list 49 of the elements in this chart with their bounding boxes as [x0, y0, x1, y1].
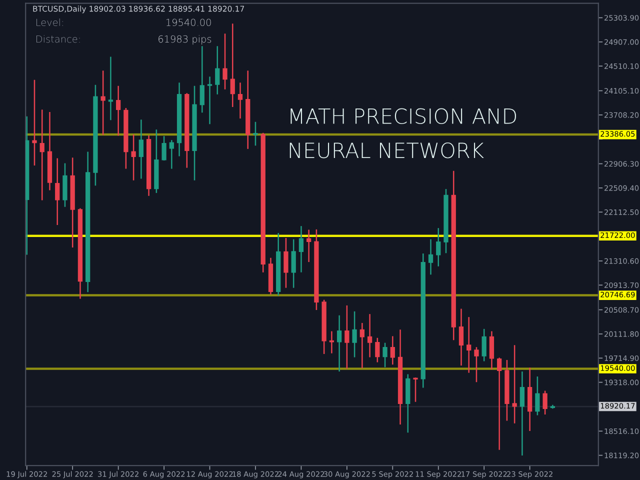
candlestick	[344, 305, 350, 369]
candlestick	[55, 158, 60, 225]
candlestick	[413, 378, 418, 402]
candlestick	[360, 322, 364, 368]
candlestick	[367, 314, 372, 358]
candlestick	[520, 372, 525, 456]
candlestick	[458, 308, 464, 366]
candlestick	[512, 345, 517, 424]
candlestick	[238, 82, 243, 119]
candlestick	[32, 80, 37, 166]
candlestick	[138, 120, 144, 179]
candlestick	[527, 368, 532, 432]
annotation: NEURAL NETWORK	[290, 142, 484, 158]
annotation: Distance:	[36, 35, 80, 43]
candlestick	[116, 86, 121, 136]
candlestick	[215, 46, 220, 94]
candlestick	[436, 228, 441, 266]
candlestick	[169, 140, 174, 169]
candlestick	[253, 122, 258, 146]
candlestick	[162, 136, 166, 160]
candlestick	[298, 226, 304, 272]
candlestick	[489, 331, 494, 370]
candlestick	[200, 46, 204, 113]
candlestick	[535, 376, 540, 416]
candlestick	[474, 347, 479, 382]
candlestick	[390, 336, 395, 365]
candlestick	[284, 238, 288, 288]
candlestick	[291, 239, 296, 288]
annotation: 61983 pips	[158, 35, 212, 45]
annotation: 19540.00	[166, 18, 211, 26]
candlestick	[40, 110, 44, 200]
candlestick	[482, 328, 486, 362]
annotation: MATH PRECISION AND	[290, 108, 516, 124]
candlestick	[306, 230, 312, 262]
candlestick	[382, 342, 388, 368]
candlestick	[100, 70, 106, 136]
annotation: Level:	[36, 18, 63, 26]
candlestick	[336, 315, 342, 372]
candlestick	[352, 311, 357, 358]
candlestick	[207, 76, 212, 124]
candlestick	[542, 390, 548, 415]
candlestick	[108, 56, 114, 120]
candlestick	[230, 24, 235, 107]
candlestick	[428, 239, 434, 275]
candlestick	[131, 134, 136, 180]
candlestick	[466, 317, 472, 373]
candlestick	[497, 358, 502, 450]
candlestick	[222, 34, 228, 90]
candlestick	[375, 338, 380, 362]
